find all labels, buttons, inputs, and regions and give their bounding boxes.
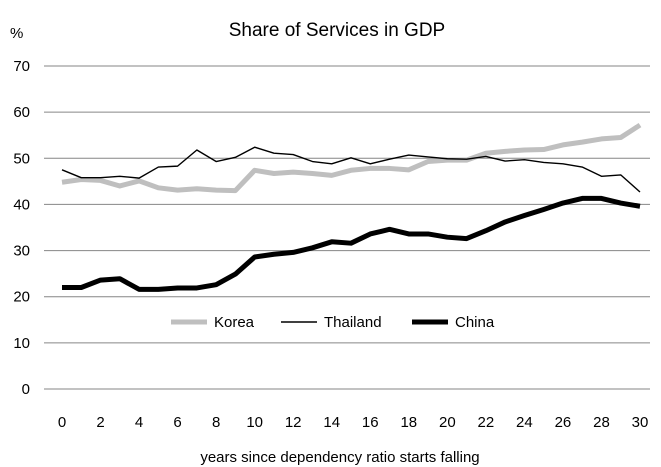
legend-item-china: China [408,310,504,334]
chart-title: Share of Services in GDP [229,20,445,41]
y-tick-label: 30 [13,243,30,260]
x-tick-label: 0 [58,414,66,431]
legend-item-thailand: Thailand [277,310,400,334]
y-tick-label: 50 [13,150,30,167]
x-tick-label: 6 [173,414,181,431]
x-tick-label: 16 [362,414,379,431]
x-tick-label: 18 [400,414,417,431]
gridlines [44,65,650,390]
x-axis-tick-labels: 0 2 4 6 8 10 12 14 16 18 20 22 24 26 28 30 [58,414,649,431]
x-tick-label: 26 [555,414,572,431]
x-tick-label: 4 [135,414,143,431]
y-tick-label: 60 [13,104,30,121]
x-tick-label: 24 [516,414,533,431]
x-tick-label: 22 [478,414,495,431]
legend-label: China [455,314,495,331]
x-tick-label: 8 [212,414,220,431]
y-tick-label: 10 [13,335,30,352]
series-line-korea [61,122,642,194]
x-tick-label: 28 [593,414,610,431]
series-line-thailand [61,146,641,193]
y-tick-label: 70 [13,58,30,75]
y-axis-tick-labels: 0 10 20 30 40 50 60 70 [13,58,30,398]
series-lines [61,122,642,292]
series-line-china [62,195,641,292]
x-tick-label: 2 [96,414,104,431]
x-tick-label: 20 [439,414,456,431]
y-tick-label: 0 [22,381,30,398]
legend-label: Thailand [324,314,382,331]
y-tick-label: 40 [13,196,30,213]
legend-item-korea: Korea [167,310,263,334]
y-tick-label: 20 [13,289,30,306]
x-tick-label: 14 [323,414,340,431]
x-tick-label: 10 [246,414,263,431]
legend-label: Korea [214,314,255,331]
legend: Korea Thailand China [167,310,504,334]
x-tick-label: 30 [632,414,649,431]
x-axis-title: years since dependency ratio starts fall… [200,449,479,466]
x-tick-label: 12 [285,414,302,431]
y-axis-unit-label: % [10,25,23,42]
